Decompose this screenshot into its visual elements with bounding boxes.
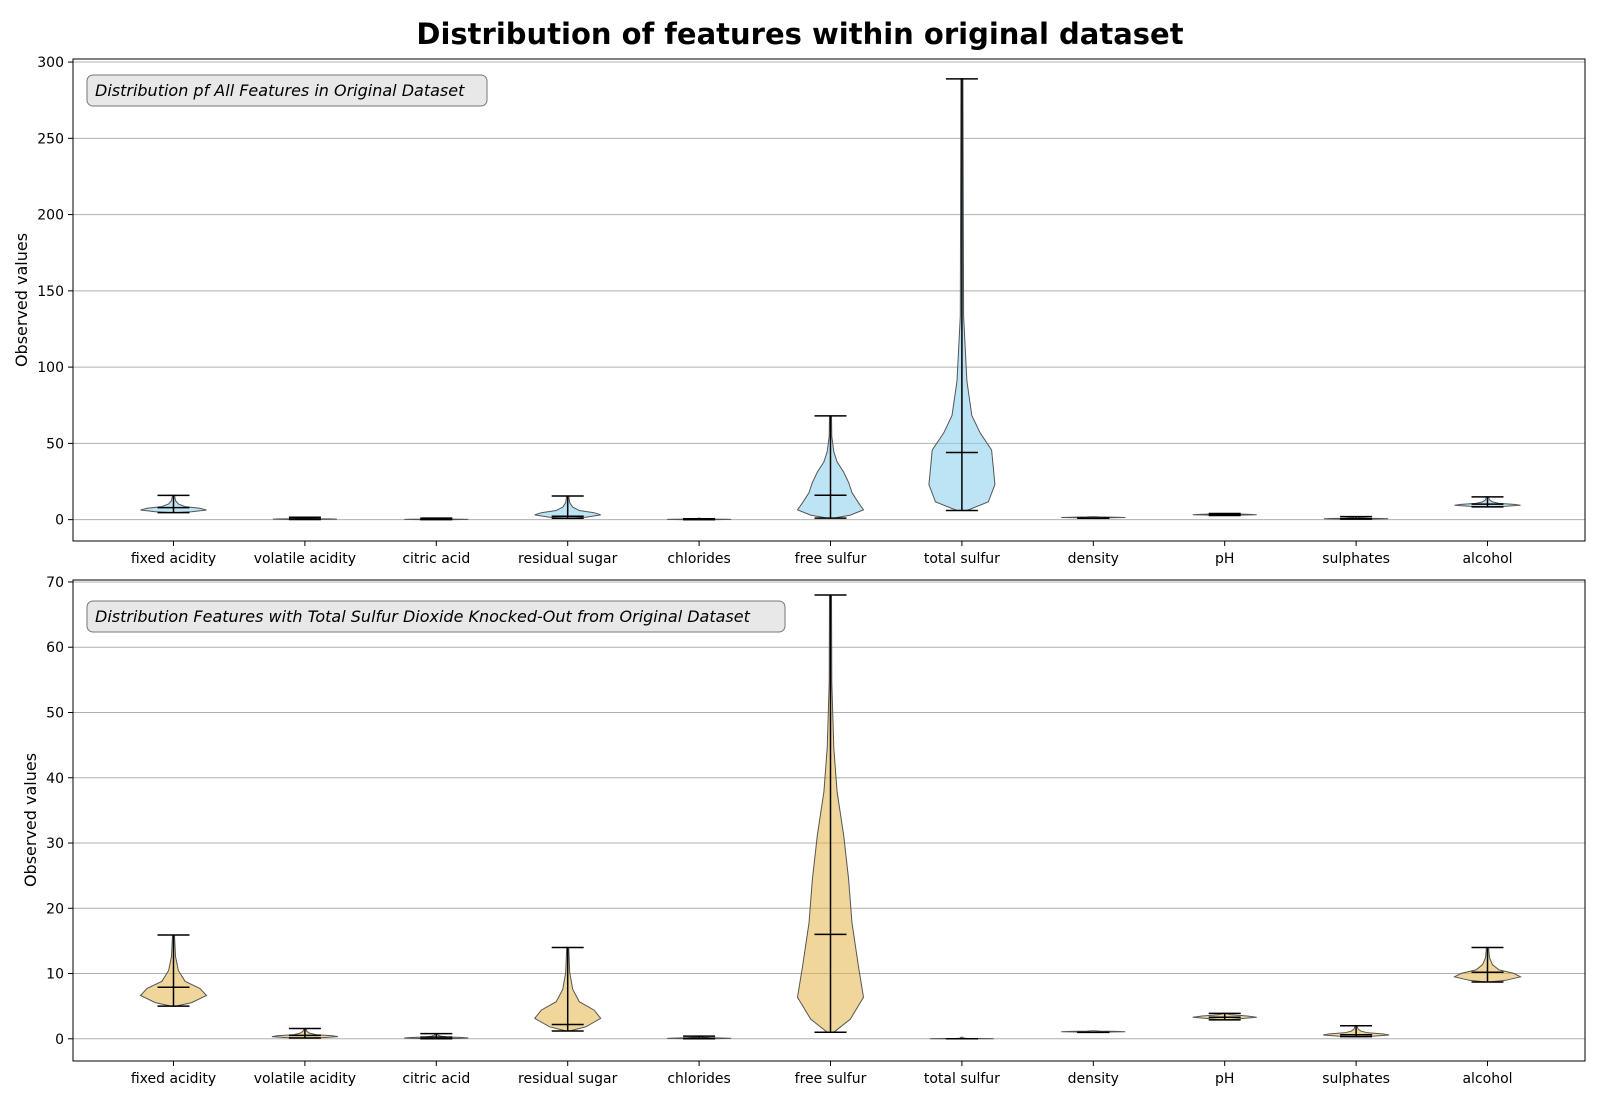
- bottom-x-tick-label: sulphates: [1322, 1071, 1390, 1087]
- top-x-tick-label: density: [1068, 551, 1119, 567]
- top-y-tick-label: 200: [37, 208, 64, 224]
- top-annotation-background: [86, 74, 488, 107]
- top-x-ticks: fixed acidity volatile acidity citric acid…: [131, 541, 1513, 567]
- top-gridlines: [73, 61, 1585, 521]
- top-y-tick-label: 0: [55, 513, 64, 529]
- top-y-tick-label: 100: [37, 360, 64, 376]
- top-y-tick-label: 300: [37, 55, 64, 71]
- bottom-y-tick-label: 30: [46, 836, 64, 852]
- bottom-x-tick-label: volatile acidity: [254, 1071, 356, 1087]
- bottom-y-tick-label: 70: [46, 575, 64, 591]
- bottom-y-tick-label: 40: [46, 771, 64, 787]
- top-y-tick-label: 250: [37, 131, 64, 147]
- top-y-axis-label: Observed values: [12, 233, 31, 367]
- top-y-ticks: 0 50 100 150 200 250 300: [37, 55, 73, 529]
- bottom-y-ticks: 0 10 20 30 40 50 60 70: [46, 575, 73, 1048]
- bottom-violins: [139, 594, 1522, 1040]
- bottom-plot-frame: [72, 579, 1586, 1062]
- bottom-y-tick-label: 60: [46, 640, 64, 656]
- bottom-x-tick-label: chlorides: [667, 1071, 730, 1087]
- bottom-x-ticks: fixed acidity volatile acidity citric acid…: [131, 1061, 1513, 1087]
- bottom-x-tick-label: density: [1068, 1071, 1119, 1087]
- top-y-tick-label: 150: [37, 284, 64, 300]
- bottom-annotation-background: [86, 600, 786, 633]
- top-violins: [140, 78, 1521, 521]
- top-violin-panel: 0 50 100 150 200 250 300 fixed acidity volatile…: [12, 55, 1586, 567]
- bottom-violin-panel: 0 10 20 30 40 50 60 70 fixed acidity volatile ac…: [21, 575, 1586, 1087]
- bottom-x-tick-label: pH: [1215, 1071, 1234, 1087]
- bottom-y-tick-label: 0: [55, 1032, 64, 1048]
- top-x-tick-label: free sulfur: [795, 551, 867, 567]
- bottom-x-tick-label: total sulfur: [924, 1071, 1000, 1087]
- top-annotation-text: Distribution pf All Features in Original…: [95, 81, 465, 100]
- top-x-tick-label: chlorides: [667, 551, 730, 567]
- bottom-annotation-text: Distribution Features with Total Sulfur …: [95, 607, 751, 626]
- top-x-tick-label: fixed acidity: [131, 551, 216, 567]
- top-x-tick-label: volatile acidity: [254, 551, 356, 567]
- top-x-tick-label: total sulfur: [924, 551, 1000, 567]
- figure-title: Distribution of features within original…: [416, 17, 1183, 51]
- bottom-y-axis-label: Observed values: [21, 753, 40, 887]
- top-x-tick-label: citric acid: [402, 551, 470, 567]
- bottom-violin-body: [929, 1036, 994, 1040]
- top-x-tick-label: residual sugar: [518, 551, 618, 567]
- bottom-x-tick-label: citric acid: [402, 1071, 470, 1087]
- bottom-y-tick-label: 20: [46, 901, 64, 917]
- top-x-tick-label: pH: [1215, 551, 1234, 567]
- bottom-x-tick-label: free sulfur: [795, 1071, 867, 1087]
- bottom-y-tick-label: 50: [46, 705, 64, 721]
- top-x-tick-label: sulphates: [1322, 551, 1390, 567]
- bottom-x-tick-label: alcohol: [1462, 1071, 1512, 1087]
- bottom-y-tick-label: 10: [46, 967, 64, 983]
- top-x-tick-label: alcohol: [1462, 551, 1512, 567]
- top-annotation-box: Distribution pf All Features in Original…: [86, 74, 488, 107]
- bottom-x-tick-label: residual sugar: [518, 1071, 618, 1087]
- bottom-x-tick-label: fixed acidity: [131, 1071, 216, 1087]
- bottom-annotation-box: Distribution Features with Total Sulfur …: [86, 600, 786, 633]
- top-plot-frame: [72, 58, 1586, 542]
- top-y-tick-label: 50: [46, 436, 64, 452]
